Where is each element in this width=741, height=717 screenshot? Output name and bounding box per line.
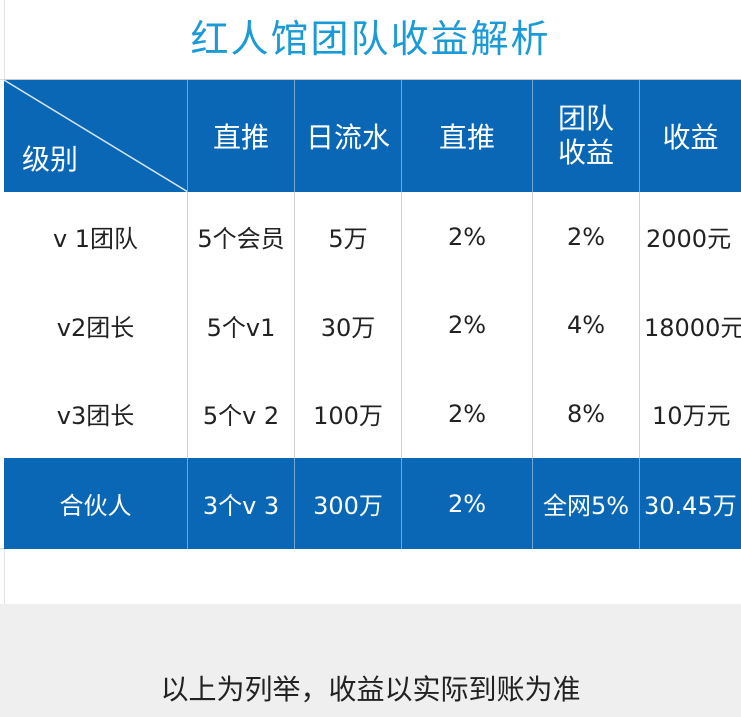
level-cell: v2团长 [4,281,188,369]
header-earnings: 收益 [662,121,719,154]
table-header-row: 级别 直推 日流水 直推 团队 收益 收益 [4,80,741,192]
page-title: 红人馆团队收益解析 [190,17,551,61]
level-header-label: 级别 [22,143,79,176]
team-rate-cell: 全网5% [533,458,640,549]
flow-cell: 300万 [295,458,402,549]
header-direct-referral-rate: 直推 [402,80,533,192]
level-cell: 合伙人 [4,458,188,549]
earnings-table: 级别 直推 日流水 直推 团队 收益 收益 v 1团队 5个会员 5万 2% 2%… [4,79,741,550]
level-cell: v3团长 [4,369,188,458]
level-cell: v 1团队 [4,192,188,281]
team-rate-cell: 8% [533,369,640,458]
table-row-partner: 合伙人 3个v 3 300万 2% 全网5% 30.45万 [4,458,741,549]
flow-cell: 100万 [295,369,402,458]
corner-header-cell: 级别 [4,80,188,192]
direct-cell: 5个v 2 [188,369,295,458]
rate-cell: 2% [402,369,533,458]
team-rate-cell: 2% [533,192,640,281]
header-team-earnings-line: 团队 [557,102,614,135]
header-team-earnings-line: 收益 [557,136,614,169]
table-row: v3团长 5个v 2 100万 2% 8% 10万元 [4,369,741,459]
direct-cell: 3个v 3 [188,458,295,549]
header-direct-referral: 直推 [188,80,295,192]
earnings-cell: 18000元 [644,313,741,342]
flow-cell: 5万 [295,192,402,281]
direct-cell: 5个会员 [188,192,295,281]
earnings-cell: 30.45万 [644,492,737,520]
earnings-cell: 10万元 [652,402,731,430]
footnote: 以上为列举，收益以实际到账为准 [160,673,581,706]
earnings-cell: 2000元 [646,225,732,253]
header-daily-flow: 日流水 [295,80,402,192]
rate-cell: 2% [402,458,533,549]
table-row: v 1团队 5个会员 5万 2% 2% 2000元 [4,192,741,282]
diagonal-divider [4,80,187,192]
header-team-earnings: 团队 收益 [533,80,640,192]
team-rate-cell: 4% [533,281,640,369]
header-team-earnings-label: 团队 收益 [558,102,614,170]
rate-cell: 2% [402,192,533,281]
flow-cell: 30万 [295,281,402,369]
table-row: v2团长 5个v1 30万 2% 4% 18000元 [4,281,741,370]
direct-cell: 5个v1 [188,281,295,369]
note-band [0,604,741,717]
rate-cell: 2% [402,281,533,369]
